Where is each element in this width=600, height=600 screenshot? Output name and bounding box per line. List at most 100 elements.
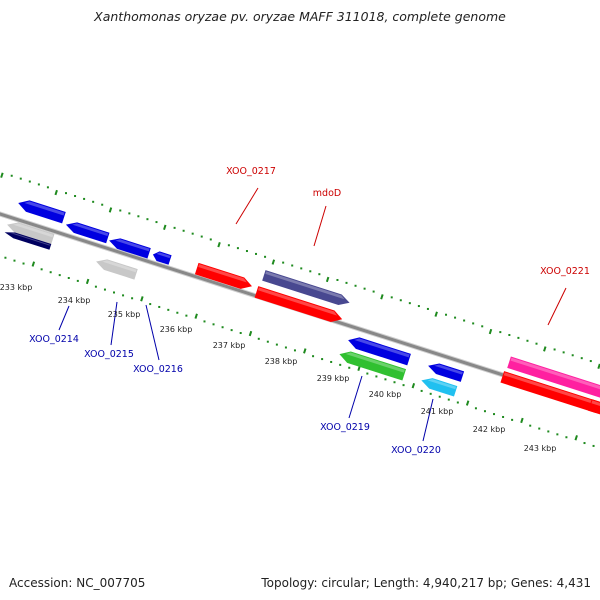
tick-minor: [499, 331, 502, 334]
tick-minor: [474, 407, 477, 410]
tick-minor: [58, 274, 61, 277]
tick-major: [271, 259, 276, 265]
gene-arrow[interactable]: [346, 334, 411, 366]
tick-major: [248, 330, 253, 337]
gene-arrow[interactable]: [500, 371, 600, 416]
gene-labels[interactable]: XOO_0214 XOO_0215 XOO_0216 XOO_0217 mdoD XOO_…: [29, 166, 590, 456]
tick-minor: [209, 238, 212, 241]
tick-minor: [321, 358, 324, 361]
gene-label[interactable]: XOO_0219: [320, 422, 370, 433]
gene-label[interactable]: XOO_0220: [391, 445, 441, 456]
gene-arrow[interactable]: [254, 286, 344, 325]
tick-minor: [420, 389, 423, 392]
tick-minor: [10, 174, 13, 177]
tick-major: [380, 294, 384, 300]
gene-arrow[interactable]: [5, 219, 55, 245]
scale-label: 242 kbp: [473, 425, 506, 434]
tick-minor: [282, 261, 285, 264]
tick-minor: [354, 284, 357, 287]
scale-label: 238 kbp: [265, 357, 298, 366]
gene-arrow[interactable]: [64, 219, 110, 244]
tick-minor: [173, 226, 176, 229]
label-leader-line: [110, 301, 118, 346]
tick-minor: [146, 218, 149, 221]
tick-minor: [94, 285, 97, 288]
tick-minor: [182, 229, 185, 232]
gene-arrow[interactable]: [16, 197, 66, 224]
tick-minor: [372, 290, 375, 293]
tick-minor: [483, 410, 486, 413]
tick-minor: [565, 436, 568, 439]
gene-arrow[interactable]: [588, 399, 600, 420]
gene-arrow[interactable]: [94, 256, 138, 280]
tick-minor: [212, 323, 215, 326]
outer-tick-ring: [0, 172, 600, 370]
label-leader-line: [313, 205, 327, 247]
tick-minor: [463, 319, 466, 322]
tick-minor: [502, 415, 505, 418]
gene-arrow[interactable]: [262, 270, 351, 308]
tick-minor: [375, 375, 378, 378]
tick-minor: [255, 252, 258, 255]
gene-arrow[interactable]: [507, 356, 600, 401]
gene-arrow[interactable]: [107, 235, 151, 259]
gene-features[interactable]: [4, 197, 600, 419]
tick-minor: [227, 244, 230, 247]
gene-arrow[interactable]: [426, 360, 465, 382]
tick-minor: [284, 346, 287, 349]
scale-label: 234 kbp: [58, 296, 91, 305]
tick-minor: [300, 267, 303, 270]
gene-label[interactable]: mdoD: [313, 188, 341, 199]
tick-minor: [312, 355, 315, 358]
gene-arrow[interactable]: [4, 229, 52, 250]
tick-minor: [13, 259, 16, 262]
tick-minor: [438, 395, 441, 398]
scale-labels: 233 kbp 234 kbp 235 kbp 236 kbp 237 kbp 238 k…: [0, 283, 556, 453]
tick-minor: [445, 313, 448, 316]
tick-minor: [556, 433, 559, 436]
tick-minor: [330, 360, 333, 363]
gene-arrow[interactable]: [151, 250, 172, 265]
tick-minor: [92, 200, 95, 203]
tick-minor: [185, 314, 188, 317]
tick-minor: [191, 232, 194, 235]
tick-minor: [46, 186, 49, 189]
tick-minor: [429, 392, 432, 395]
gene-arrow[interactable]: [338, 348, 407, 381]
gene-label[interactable]: XOO_0215: [84, 349, 134, 360]
gene-label[interactable]: XOO_0217: [226, 166, 276, 177]
tick-minor: [417, 305, 420, 308]
tick-major: [0, 172, 4, 178]
scale-label: 236 kbp: [160, 325, 193, 334]
tick-minor: [257, 337, 260, 340]
tick-major: [31, 261, 36, 267]
gene-arrow[interactable]: [194, 262, 254, 292]
gene-label[interactable]: XOO_0221: [540, 266, 590, 277]
tick-minor: [245, 250, 248, 253]
scale-label: 235 kbp: [108, 310, 141, 319]
tick-major: [54, 189, 58, 196]
tick-minor: [447, 398, 450, 401]
tick-minor: [275, 343, 278, 346]
label-leaders: [58, 187, 567, 442]
tick-major: [434, 311, 438, 317]
tick-major: [411, 382, 416, 389]
tick-minor: [481, 325, 484, 328]
tick-minor: [239, 332, 242, 335]
scale-label: 237 kbp: [213, 341, 246, 350]
tick-minor: [37, 183, 40, 186]
gene-label[interactable]: XOO_0216: [133, 364, 183, 375]
tick-minor: [76, 279, 79, 282]
gene-label[interactable]: XOO_0214: [29, 334, 79, 345]
label-leader-line: [348, 375, 363, 419]
tick-major: [520, 417, 524, 424]
tick-minor: [236, 247, 239, 250]
genome-summary-text: Topology: circular; Length: 4,940,217 bp…: [261, 576, 591, 590]
tick-minor: [40, 268, 43, 271]
tick-minor: [158, 305, 161, 308]
tick-minor: [426, 307, 429, 310]
tick-minor: [203, 320, 206, 323]
gene-arrow[interactable]: [420, 375, 458, 397]
tick-minor: [264, 255, 267, 258]
